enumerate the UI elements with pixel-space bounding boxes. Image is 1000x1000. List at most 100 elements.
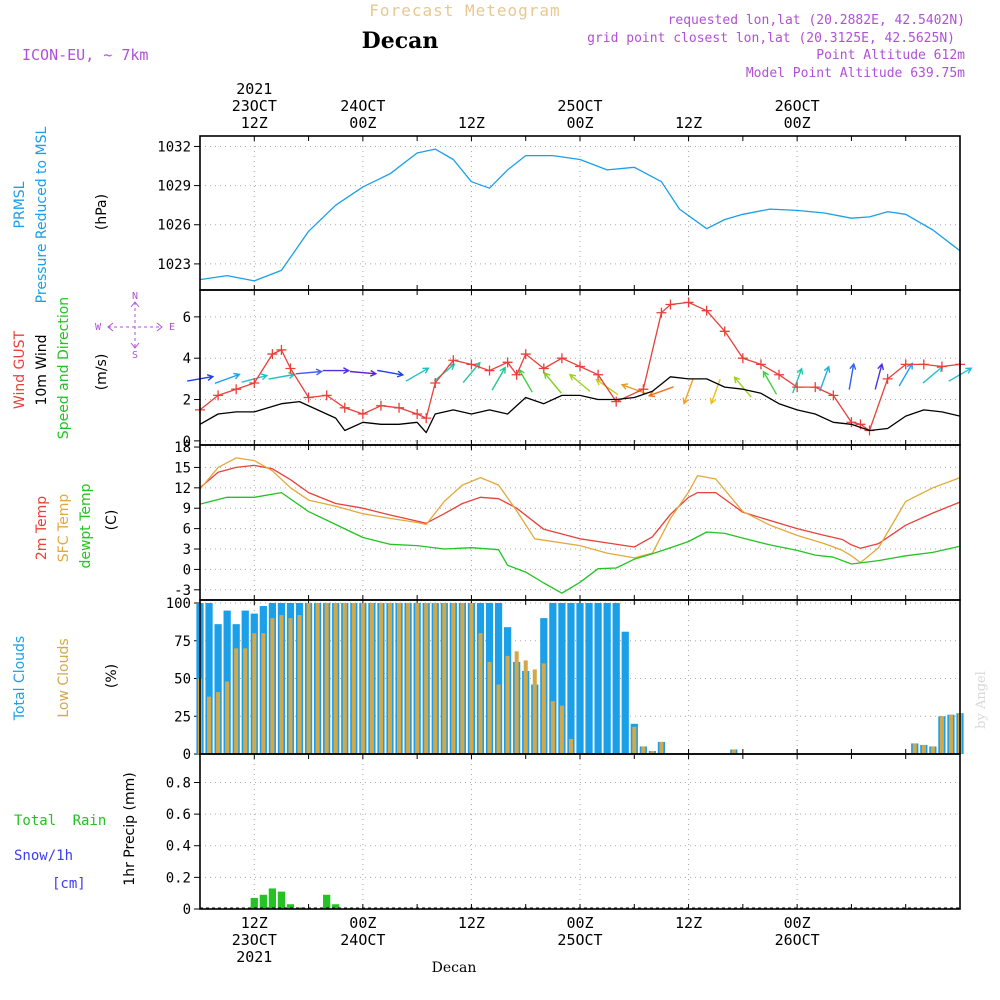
low-cloud-bar [523,660,528,754]
wind-arrow [874,362,885,390]
wind-arrow [792,367,804,394]
low-cloud-bar [731,749,736,754]
y-tick-label: 1023 [157,257,191,273]
gust-marker [321,390,332,401]
low-cloud-bar [514,651,519,754]
wind-arrow [922,365,944,384]
wind-arrow [214,372,241,384]
time-tick-label: 26OCT [775,931,820,949]
wind-arrow [819,365,831,392]
point-altitude: Point Altitude 612m [816,48,965,63]
time-tick-label: 12Z [241,914,268,932]
gridpoint-coords: grid point closest lon,lat (20.3125E, 42… [587,31,955,46]
y-tick-label: 25 [174,709,191,725]
gust-marker [448,355,459,366]
gust-marker [339,402,350,413]
gust-marker [430,378,441,388]
gust-marker [466,359,477,370]
low-cloud-bar [351,603,356,754]
y-tick-label: 6 [183,522,191,538]
t2m-line [199,464,961,549]
low-cloud-bar [939,716,944,754]
y-tick-label: 1029 [157,179,191,195]
wind-arrow [518,368,533,393]
gust-marker [231,384,242,395]
total-cloud-bar [621,631,629,754]
low-cloud-bar [541,663,546,754]
watermark: by Angel [974,671,989,729]
gust-marker [737,353,748,364]
wind-10m-label: 10m Wind [34,334,50,405]
low-cloud-bar [641,746,646,754]
low-cloud-bar [261,633,266,754]
bottom-location: Decan [432,960,477,976]
time-tick-label: 12Z [675,914,702,932]
gust-marker [593,369,604,380]
tsfc-label: SFC Temp [56,494,72,563]
gust-marker [421,413,432,424]
low-cloud-bar [442,603,447,754]
wind-arrow [848,362,857,390]
tsfc-line [199,457,961,564]
gust-marker [656,307,667,318]
total-cloud-bar [567,603,575,754]
precip-unit: 1hr Precip (mm) [122,772,138,885]
wind-arrow [268,371,296,380]
y-tick-label: 0.4 [166,839,191,855]
wind-arrow [349,369,378,377]
gust-marker [683,297,694,308]
gust-marker [538,363,549,374]
rain-bar [277,891,286,909]
y-tick-label: 18 [174,440,191,456]
gust-marker [484,365,495,376]
gust-marker [502,357,513,368]
low-cloud-bar [270,618,275,754]
precip-panel: 0 0.2 0.4 0.6 0.8 [166,753,961,918]
y-tick-label: 1026 [157,218,191,234]
low-cloud-bar [207,696,212,754]
low-clouds-label: Low Clouds [56,638,72,717]
total-rain-label: Total Rain [14,813,106,829]
low-cloud-bar [568,738,573,754]
total-cloud-bar [603,603,611,754]
temperature-panel: -3 0 3 6 9 12 15 18 [174,440,961,601]
wind-arrow [682,378,694,405]
wind-line [199,376,961,434]
wind-arrow [377,369,405,378]
time-tick-label: 00Z [566,914,593,932]
y-tick-label: 0 [183,562,191,578]
gust-marker [719,326,730,337]
time-tick-label: 00Z [349,114,376,132]
gust-marker [665,299,676,310]
low-cloud-bar [216,692,221,754]
snow-unit-label: [cm] [52,876,86,892]
location-title: Decan [362,28,439,54]
low-cloud-bar [930,746,935,754]
low-cloud-bar [433,603,438,754]
gust-marker [611,396,622,407]
low-cloud-bar [306,603,311,754]
gust-marker [412,409,423,419]
total-cloud-bar [494,603,503,754]
y-tick-label: -3 [174,583,191,599]
gust-marker [394,402,405,413]
low-cloud-bar [342,603,347,754]
rain-bar [268,888,276,909]
gust-marker [213,390,224,401]
low-cloud-bar [234,648,239,754]
gust-marker [556,353,567,364]
low-cloud-bar [460,603,465,754]
low-cloud-bar [360,603,365,754]
wind-arrow [709,378,721,405]
requested-coords: requested lon,lat (20.2882E, 42.5402N) [668,13,965,28]
pressure-msl-label: Pressure Reduced to MSL [34,126,50,303]
model-label: ICON-EU, ~ 7km [22,46,148,64]
y-tick-label: 9 [183,501,191,517]
low-cloud-bar [550,701,555,754]
gust-marker [918,359,929,370]
low-cloud-bar [369,603,374,754]
temp-unit: (C) [104,510,120,531]
low-cloud-bar [397,603,402,754]
compass-n: N [132,291,138,302]
